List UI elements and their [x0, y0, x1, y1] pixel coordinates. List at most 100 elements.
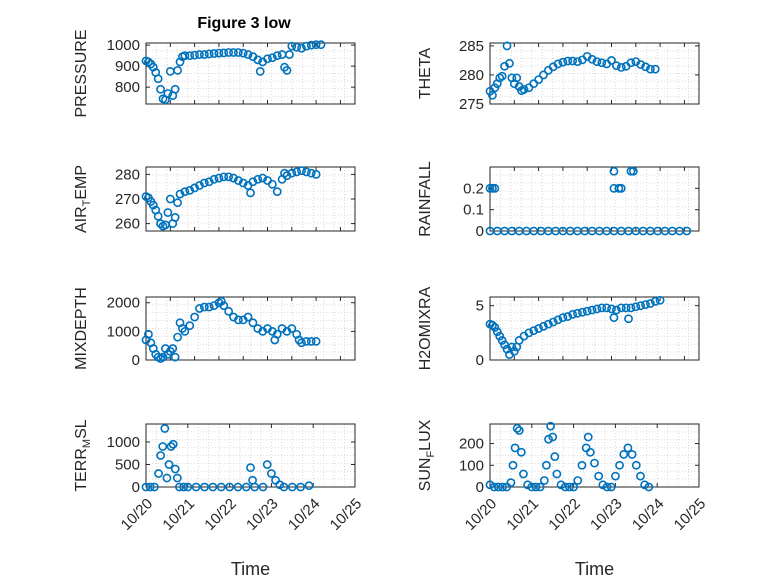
data-point [209, 49, 219, 58]
data-point [156, 451, 166, 460]
data-point [543, 319, 553, 329]
y-tick-label: 0 [476, 352, 484, 369]
data-point [262, 460, 272, 469]
data-point [214, 173, 224, 183]
data-point [258, 173, 268, 183]
data-point [573, 476, 583, 485]
data-point [233, 176, 243, 185]
data-point [493, 482, 503, 492]
data-point [287, 41, 297, 51]
data-point [224, 172, 234, 182]
x-axis-label: Time [231, 559, 270, 579]
data-point [640, 480, 650, 490]
data-point [297, 166, 306, 176]
data-point [216, 482, 226, 492]
data-point [631, 460, 641, 470]
data-point [248, 318, 258, 328]
data-point [621, 303, 631, 313]
data-point [598, 480, 608, 490]
data-point [183, 482, 193, 492]
data-point [509, 346, 519, 356]
data-point [568, 309, 578, 319]
y-axis-label: MIXDEPTH [73, 287, 90, 370]
data-point [523, 480, 533, 490]
data-point [311, 169, 321, 179]
y-tick-label: 1000 [107, 323, 140, 340]
data-point [266, 469, 276, 478]
data-point [190, 312, 200, 322]
data-point [175, 57, 185, 67]
data-point [592, 57, 602, 66]
axes-box [145, 296, 356, 361]
data-point [272, 329, 282, 339]
subplot-2: 275 280 285 THETA [417, 38, 700, 113]
data-point [544, 434, 553, 444]
data-point [582, 306, 592, 316]
x-tick-label: 10/24 [629, 495, 668, 534]
y-tick-label: 0 [476, 223, 484, 240]
data-point [160, 424, 170, 433]
data-point [219, 48, 229, 58]
data-point [624, 314, 633, 324]
data-point [498, 482, 507, 492]
data-point [267, 179, 277, 189]
data-point [154, 469, 163, 478]
data-point [224, 48, 234, 57]
data-point [282, 171, 292, 181]
data-point [488, 90, 497, 100]
data-point [577, 307, 587, 317]
x-tick-label: 10/21 [503, 495, 542, 534]
data-point [284, 50, 294, 59]
data-point [185, 51, 195, 61]
data-point [173, 332, 182, 342]
y-axis-label: PRESSURE [73, 29, 90, 117]
data-point [497, 336, 507, 345]
data-point [287, 168, 297, 178]
data-point [548, 317, 558, 327]
data-point [170, 84, 180, 94]
data-point [165, 194, 175, 204]
data-point [263, 54, 272, 64]
data-point [195, 50, 204, 59]
data-point [163, 208, 173, 217]
data-point [145, 482, 155, 492]
subplot-7: 0 500 1000 10/20 10/21 10/22 10/23 10/24 10/25 Ti… [73, 419, 365, 579]
y-axis-label: TERRMSL [73, 419, 93, 491]
data-point [173, 198, 182, 208]
data-point [626, 303, 636, 313]
data-point [568, 56, 578, 66]
data-point [170, 213, 180, 222]
data-point [542, 460, 551, 470]
data-point [546, 421, 556, 431]
data-point [560, 482, 570, 492]
data-point [510, 443, 520, 453]
data-point [216, 296, 226, 306]
subplot-4: 0 0.1 0.2 RAINFALL [417, 161, 700, 240]
data-point [253, 174, 263, 184]
y-axis-label: SUNFLUX [417, 419, 437, 491]
data-point [507, 342, 517, 352]
data-point [156, 84, 165, 94]
data-point [306, 336, 316, 346]
data-point [490, 323, 500, 332]
y-tick-label: 2000 [107, 295, 140, 312]
data-point [233, 315, 243, 325]
x-tick-label: 10/20 [118, 495, 157, 534]
data-point [233, 48, 243, 57]
data-point [229, 173, 238, 183]
data-point [650, 64, 660, 74]
data-point [556, 480, 566, 490]
data-point [168, 344, 178, 353]
data-point [306, 168, 316, 178]
x-tick-label: 10/25 [327, 495, 366, 534]
data-point [565, 482, 574, 492]
data-point [166, 442, 176, 451]
y-axis-label: RAINFALL [417, 161, 434, 237]
data-point [611, 471, 620, 481]
data-point [534, 324, 544, 333]
axes-box [489, 166, 700, 232]
data-point [558, 313, 568, 323]
subplot-3: 260 270 280 AIRTEMP [73, 165, 356, 233]
data-point [144, 329, 153, 339]
data-point [535, 482, 545, 492]
